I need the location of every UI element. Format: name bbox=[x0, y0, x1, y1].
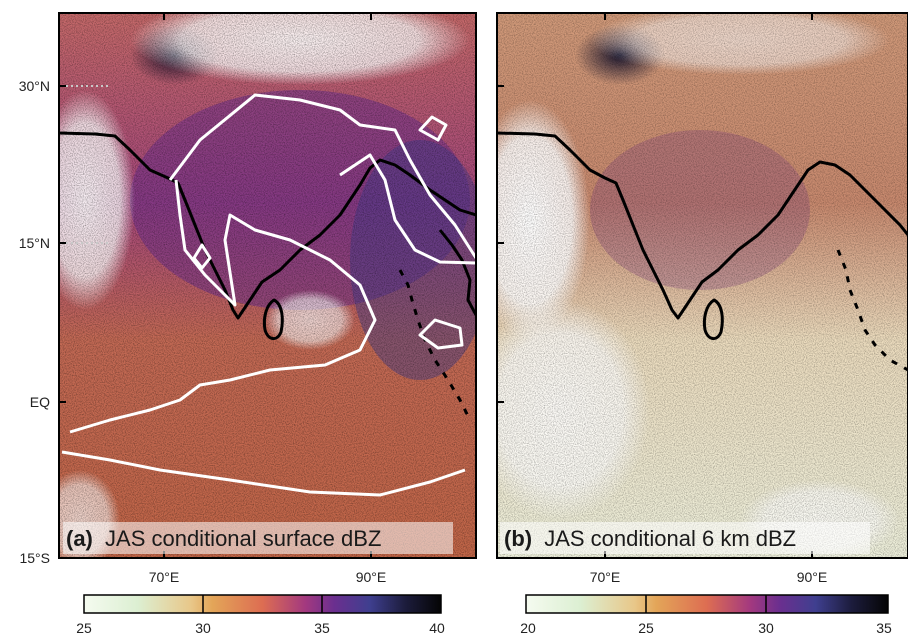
panel-a-title-text: JAS conditional surface dBZ bbox=[105, 526, 381, 551]
panel-b: (b) JAS conditional 6 km dBZ bbox=[496, 12, 908, 614]
panel-a-frame bbox=[58, 12, 477, 559]
lon-label-a-70e: 70°E bbox=[149, 569, 180, 585]
lon-label-b-70e: 70°E bbox=[590, 569, 621, 585]
panel-b-lat-ticks bbox=[497, 85, 504, 403]
cb-a-tick-2: 35 bbox=[314, 620, 330, 636]
cb-b-tick-0: 20 bbox=[520, 620, 536, 636]
cb-b-tick-2: 30 bbox=[758, 620, 774, 636]
cb-b-tick-3: 35 bbox=[876, 620, 892, 636]
cb-b-tick-1: 25 bbox=[638, 620, 654, 636]
cb-a-tick-3: 40 bbox=[429, 620, 445, 636]
lat-labels: 30°N 15°N EQ 15°S bbox=[19, 78, 50, 566]
panel-b-title: (b) JAS conditional 6 km dBZ bbox=[504, 526, 796, 551]
panel-a-map bbox=[59, 13, 476, 558]
colorbar-a-labels: 25 30 35 40 bbox=[76, 620, 445, 636]
lat-label-30n: 30°N bbox=[19, 78, 50, 94]
panel-a-title: (a) JAS conditional surface dBZ bbox=[66, 526, 381, 551]
cb-a-tick-1: 30 bbox=[195, 620, 211, 636]
panel-a: (a) JAS conditional surface dBZ bbox=[58, 12, 477, 614]
panel-b-label-bg bbox=[500, 522, 870, 554]
lon-label-a-90e: 90°E bbox=[356, 569, 387, 585]
colorbar-b-labels: 20 25 30 35 bbox=[520, 620, 892, 636]
lon-label-b-90e: 90°E bbox=[797, 569, 828, 585]
panel-a-lat-ticks bbox=[59, 85, 66, 403]
panel-b-map bbox=[497, 13, 908, 558]
panel-a-label-bg bbox=[63, 522, 453, 554]
lat-label-15s: 15°S bbox=[19, 550, 50, 566]
contour-lines bbox=[61, 93, 476, 497]
panel-b-letter: (b) bbox=[504, 526, 532, 551]
panel-b-title-text: JAS conditional 6 km dBZ bbox=[544, 526, 796, 551]
lon-labels: 70°E 90°E 70°E 90°E bbox=[149, 569, 828, 585]
lat-label-15n: 15°N bbox=[19, 235, 50, 251]
colorbar-a bbox=[83, 594, 442, 614]
colorbar-b bbox=[525, 594, 889, 614]
panel-a-letter: (a) bbox=[66, 526, 93, 551]
gridline-dots bbox=[66, 85, 110, 244]
cb-a-tick-0: 25 bbox=[76, 620, 92, 636]
lat-label-eq: EQ bbox=[30, 394, 50, 410]
coastline-b bbox=[497, 131, 908, 372]
panel-b-frame bbox=[496, 12, 908, 559]
